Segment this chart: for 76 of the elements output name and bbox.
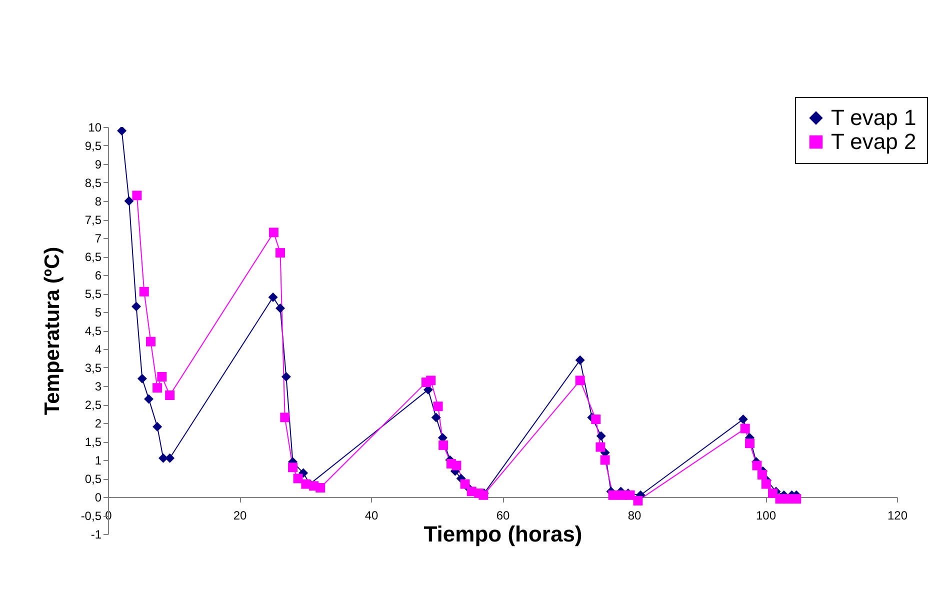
point — [460, 479, 470, 489]
x-tick-label: 100 — [756, 508, 776, 522]
point — [600, 455, 610, 465]
point — [276, 304, 286, 314]
point — [165, 390, 175, 400]
point — [452, 460, 462, 470]
x-tick-label: 80 — [628, 508, 642, 522]
point — [426, 376, 436, 386]
point — [152, 383, 162, 393]
y-tick-label: 4,5 — [84, 324, 102, 338]
y-tick-label: 8,5 — [84, 176, 102, 190]
point — [438, 440, 448, 450]
point — [132, 190, 142, 200]
y-tick-label: 9,5 — [84, 139, 102, 153]
y-tick-label: 0 — [94, 490, 102, 504]
point — [596, 442, 606, 452]
y-tick-label: 1 — [94, 454, 102, 468]
y-tick-label: 2 — [94, 416, 102, 430]
point — [165, 453, 175, 463]
point — [144, 394, 154, 404]
y-tick-label: 6 — [94, 268, 102, 282]
x-axis-title: Tiempo (horas) — [424, 522, 582, 546]
y-tick-label: 10 — [88, 120, 102, 134]
point — [633, 496, 643, 506]
point — [792, 494, 802, 504]
point — [575, 355, 585, 365]
y-tick-label: 7 — [94, 232, 102, 246]
x-tick-label: 120 — [887, 508, 908, 522]
point — [608, 490, 618, 500]
legend-label: T evap 1 — [831, 105, 916, 130]
point — [591, 414, 601, 424]
point — [316, 483, 326, 492]
y-tick-label: -0,5 — [80, 509, 102, 523]
point — [744, 438, 754, 448]
point — [152, 422, 162, 432]
y-tick-label: 9 — [94, 158, 102, 172]
point — [132, 302, 142, 312]
point — [757, 470, 767, 480]
y-tick-label: -1 — [90, 528, 102, 542]
y-tick-label: 7,5 — [84, 213, 102, 227]
y-tick-label: 8 — [94, 194, 102, 208]
point — [740, 424, 750, 434]
y-tick-label: 6,5 — [84, 250, 102, 264]
point — [137, 374, 147, 384]
y-tick-label: 5 — [94, 306, 102, 320]
point — [276, 248, 286, 258]
point — [288, 462, 298, 472]
point — [268, 228, 278, 238]
point — [738, 414, 748, 424]
point — [281, 372, 291, 382]
point — [117, 127, 127, 136]
y-tick-label: 3 — [94, 380, 102, 394]
point — [433, 402, 443, 412]
x-tick-label: 40 — [364, 508, 378, 522]
point — [139, 286, 149, 296]
y-tick-label: 2,5 — [84, 398, 102, 412]
point — [146, 336, 156, 346]
y-tick-label: 5,5 — [84, 287, 102, 301]
point — [596, 431, 606, 441]
point — [752, 460, 762, 470]
y-axis-title: Temperatura (ºC) — [40, 246, 64, 416]
point — [431, 412, 441, 422]
x-tick-label: 60 — [496, 508, 510, 522]
point — [575, 376, 585, 386]
x-tick-label: 20 — [233, 508, 247, 522]
point — [268, 292, 278, 302]
y-tick-label: 0,5 — [84, 472, 102, 486]
y-tick-label: 4 — [94, 342, 102, 356]
point — [124, 196, 134, 206]
point — [157, 372, 167, 382]
point — [158, 453, 168, 463]
legend-label: T evap 2 — [831, 129, 916, 154]
point — [761, 479, 771, 489]
y-tick-label: 3,5 — [84, 361, 102, 375]
point — [280, 412, 290, 422]
y-tick-label: 1,5 — [84, 435, 102, 449]
